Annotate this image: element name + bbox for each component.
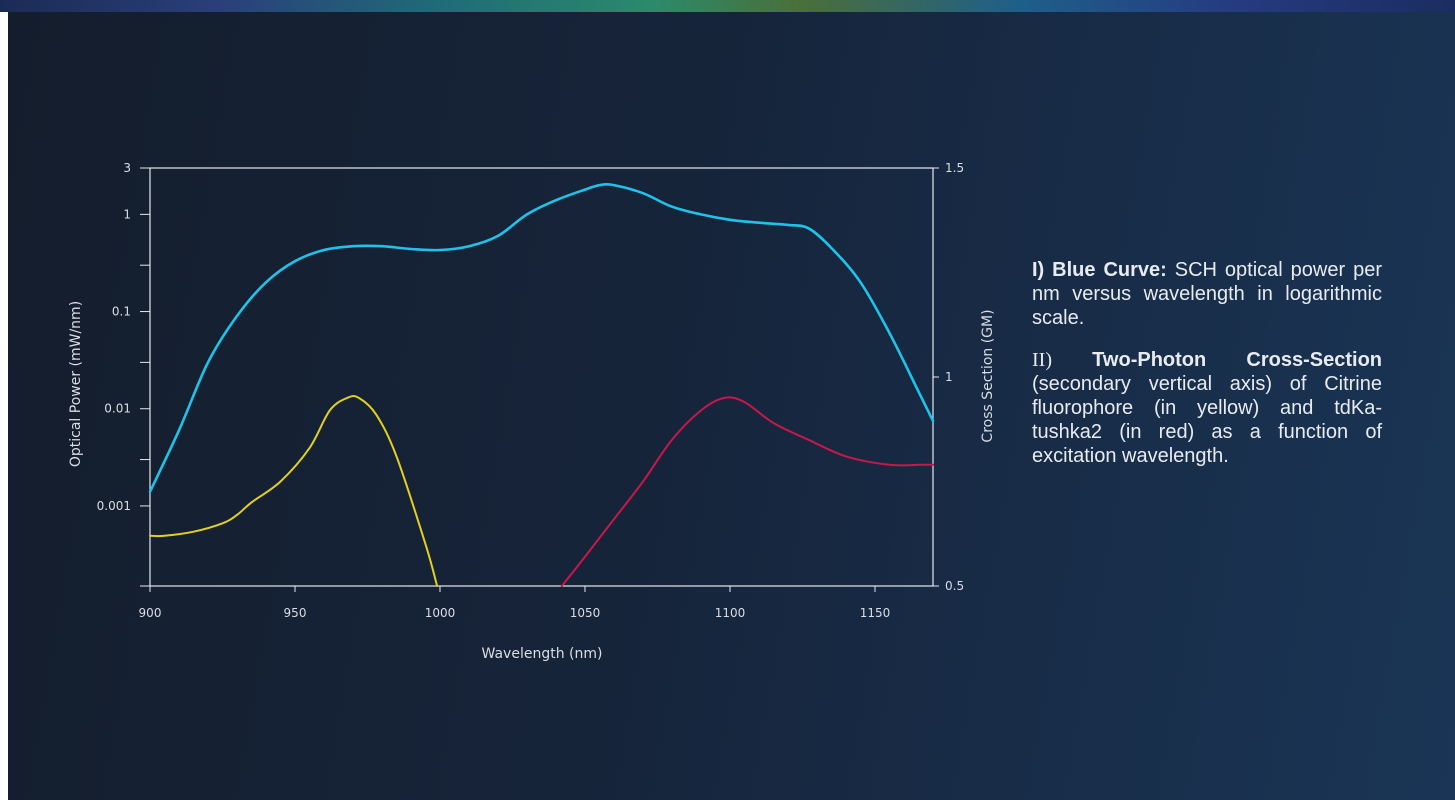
x-tick-label: 1000 — [425, 606, 456, 620]
caption-1-heading: I) Blue Curve: — [1032, 259, 1167, 281]
x-tick-label: 1100 — [715, 606, 746, 620]
x-tick-label: 1150 — [860, 606, 891, 620]
x-tick-label: 950 — [284, 606, 307, 620]
two-axis-line-chart: 900 950 1000 1050 1100 1150 3 1 0.1 0.01 0.001 1.… — [68, 161, 996, 662]
y2-tick-label: 1.5 — [945, 161, 964, 175]
caption-2-numeral: II) — [1032, 349, 1052, 371]
red-tdkatushka2-curve — [560, 396, 934, 587]
y-axis-ticks: 3 1 0.1 0.01 0.001 — [97, 161, 150, 587]
y-axis-title: Optical Power (mW/nm) — [68, 301, 84, 467]
y-tick-label: 3 — [123, 161, 131, 175]
plot-frame — [149, 167, 934, 587]
x-tick-label: 1050 — [570, 606, 601, 620]
x-tick-label: 900 — [139, 606, 162, 620]
y-tick-label: 0.001 — [97, 499, 131, 513]
yellow-citrine-curve — [149, 395, 439, 587]
y-tick-label: 1 — [123, 207, 131, 221]
y2-tick-label: 0.5 — [945, 579, 964, 593]
y2-axis-title: Cross Section (GM) — [980, 309, 996, 442]
x-axis-title: Wavelength (nm) — [482, 646, 603, 662]
caption-1-text: SCH optical power per nm versus waveleng… — [1032, 259, 1382, 329]
x-axis-ticks: 900 950 1000 1050 1100 1150 — [139, 586, 891, 620]
caption-2-heading: Two-Photon Cross-Section — [1051, 349, 1382, 371]
series-layer — [148, 183, 935, 587]
left-edge-strip — [0, 0, 8, 800]
y-tick-label: 0.01 — [104, 402, 131, 416]
y-tick-label: 0.1 — [112, 305, 131, 319]
blue-power-curve — [148, 183, 935, 493]
caption-2-text: (secondary vertical axis) of Citrine flu… — [1032, 373, 1382, 467]
y2-axis-ticks: 1.5 1 0.5 — [933, 161, 964, 593]
y2-tick-label: 1 — [945, 370, 953, 384]
caption-paragraph-1: I) Blue Curve: SCH optical power per nm … — [1032, 258, 1382, 330]
caption-paragraph-2: II) Two-Photon Cross-Section (secondary … — [1032, 348, 1382, 468]
chart-caption: I) Blue Curve: SCH optical power per nm … — [1032, 258, 1382, 486]
top-decorative-band — [0, 0, 1455, 12]
